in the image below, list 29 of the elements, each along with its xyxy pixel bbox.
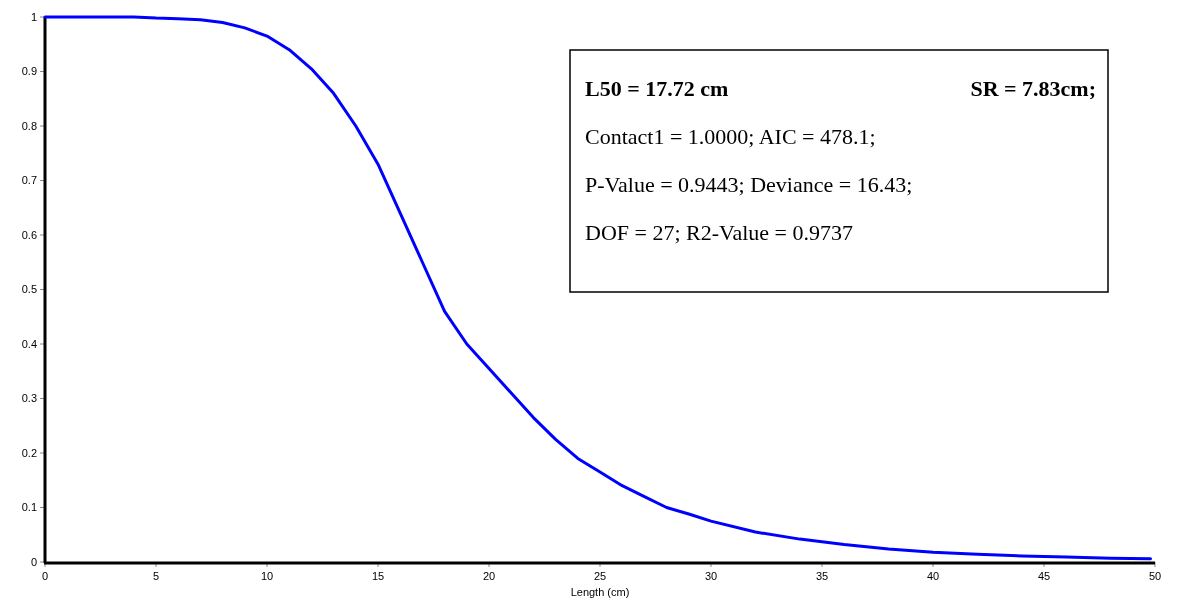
x-tick-label: 20 — [482, 570, 496, 582]
x-axis-title: Length (cm) — [570, 586, 630, 598]
y-tick-label: 0.2 — [21, 446, 37, 459]
x-tick-label: 10 — [260, 570, 274, 582]
x-tick-label: 45 — [1037, 570, 1051, 582]
y-tick-label: 1 — [30, 10, 37, 23]
y-tick-label: 0.5 — [21, 283, 37, 296]
y-tick-label: 0.3 — [21, 392, 37, 405]
y-tick-label: 0.8 — [21, 119, 37, 132]
x-tick-label: 15 — [371, 570, 385, 582]
y-tick-label: 0.6 — [21, 228, 37, 241]
annotation: Contact1 = 1.0000; AIC = 478.1; — [585, 124, 876, 149]
annotation: P-Value = 0.9443; Deviance = 16.43; — [585, 172, 913, 197]
annotation: SR = 7.83cm; — [970, 76, 1096, 101]
x-tick-label: 0 — [41, 570, 49, 582]
line-series — [43, 15, 1153, 561]
annotation: DOF = 27; R2-Value = 0.9737 — [585, 220, 854, 245]
x-tick-label: 25 — [593, 570, 607, 582]
x-tick-label: 5 — [152, 570, 160, 582]
y-tick-label: 0 — [30, 555, 37, 568]
y-tick-label: 0.7 — [21, 174, 37, 187]
y-tick-label: 0.1 — [21, 501, 37, 514]
x-tick-label: 30 — [704, 570, 718, 582]
y-tick-label: 0.4 — [21, 337, 37, 350]
x-tick-label: 50 — [1148, 570, 1162, 582]
y-tick-label: 0.9 — [21, 65, 37, 78]
x-tick-label: 35 — [815, 570, 829, 582]
x-tick-label: 40 — [926, 570, 940, 582]
annotation: L50 = 17.72 cm — [585, 76, 729, 101]
